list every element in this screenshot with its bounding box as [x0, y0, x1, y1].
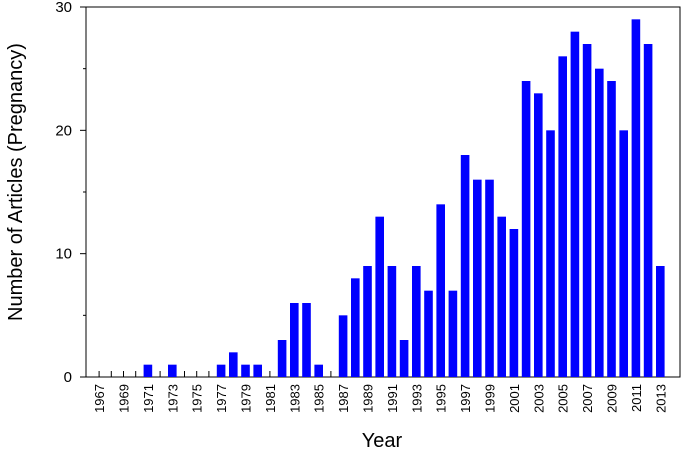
bar-1999 [485, 179, 494, 377]
x-tick-label: 1993 [409, 384, 424, 413]
x-tick-label: 1977 [214, 384, 229, 413]
bar-1987 [338, 315, 348, 377]
x-tick-label: 1989 [361, 384, 376, 413]
bar-1977 [216, 364, 226, 377]
bar-1996 [448, 290, 458, 377]
x-tick-label: 2009 [605, 384, 620, 413]
bar-2008 [595, 68, 604, 378]
bar-1982 [277, 340, 287, 377]
x-tick-label: 1971 [141, 384, 156, 413]
x-tick-label: 1981 [263, 384, 278, 413]
bar-2004 [546, 130, 555, 377]
bar-1991 [387, 266, 397, 377]
bar-1985 [314, 364, 323, 377]
bar-2002 [521, 81, 531, 377]
x-tick-label: 1997 [458, 384, 473, 413]
x-tick-label: 1967 [92, 384, 107, 413]
bar-1995 [436, 204, 445, 377]
bar-1979 [241, 364, 250, 377]
bar-2012 [643, 44, 653, 377]
x-tick-label: 1983 [287, 384, 302, 413]
y-tick-label: 0 [64, 369, 72, 386]
x-tick-label: 2011 [629, 384, 644, 412]
x-tick-label: 1973 [165, 384, 180, 413]
bar-2001 [509, 229, 519, 377]
y-tick-label: 30 [55, 0, 72, 16]
bar-1971 [143, 364, 153, 377]
bars [143, 19, 665, 378]
bar-1984 [302, 303, 311, 377]
x-tick-label: 1991 [385, 384, 400, 413]
bar-1998 [473, 179, 482, 377]
bar-1988 [351, 278, 360, 377]
x-tick-label: 2013 [653, 384, 668, 413]
bar-2013 [656, 266, 665, 377]
bar-2009 [607, 81, 616, 377]
y-axis-title: Number of Articles (Pregnancy) [5, 43, 27, 321]
y-axis: 0 10 20 30 [55, 0, 86, 386]
bar-1973 [168, 364, 177, 377]
bar-1990 [375, 216, 384, 377]
bar-2003 [534, 93, 543, 377]
x-tick-label: 1985 [312, 384, 327, 413]
x-tick-label: 2001 [507, 384, 522, 413]
x-tick-label: 1995 [434, 384, 449, 413]
bar-1993 [412, 266, 421, 377]
x-tick-label: 1979 [239, 384, 254, 413]
bar-2010 [619, 130, 628, 377]
x-axis-title: Year [362, 430, 403, 452]
x-tick-label: 2003 [531, 384, 546, 413]
bar-1992 [399, 340, 409, 377]
bar-1978 [229, 352, 238, 377]
x-tick-label: 2005 [556, 384, 571, 413]
bar-1989 [363, 266, 372, 377]
bar-1980 [253, 364, 262, 377]
bar-1994 [424, 290, 433, 377]
bar-2005 [558, 56, 567, 377]
x-tick-label: 1987 [336, 384, 351, 413]
x-axis: 1967 1969 1971 1973 1975 1977 1979 1981 1983 1985… [92, 371, 668, 413]
bar-2006 [570, 31, 580, 378]
y-tick-label: 20 [55, 122, 72, 139]
x-tick-label: 1969 [117, 384, 132, 413]
x-tick-label: 1975 [190, 384, 205, 413]
bar-1983 [290, 303, 299, 377]
y-tick-label: 10 [55, 246, 72, 263]
bar-2000 [497, 216, 506, 377]
bar-2011 [631, 19, 641, 377]
x-tick-label: 2007 [580, 384, 595, 413]
bar-1997 [460, 155, 470, 377]
bar-2007 [582, 44, 592, 377]
x-tick-label: 1999 [483, 384, 498, 413]
